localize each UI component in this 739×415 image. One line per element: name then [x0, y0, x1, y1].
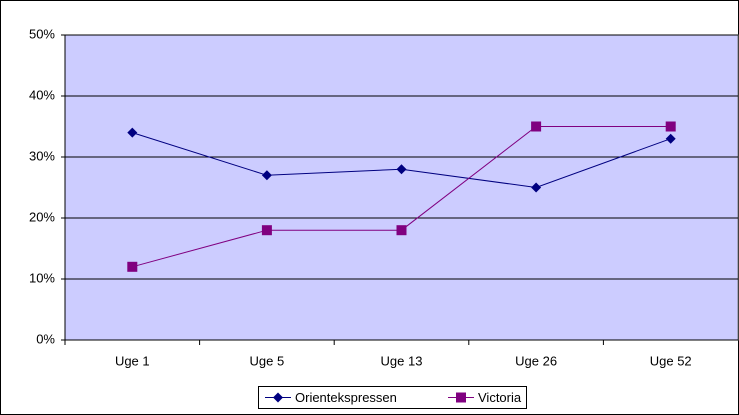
marker — [531, 182, 542, 193]
x-tick-label: Uge 13 — [381, 353, 423, 368]
marker — [396, 164, 407, 175]
x-tick-label: Uge 5 — [250, 353, 285, 368]
y-tick-label: 40% — [29, 87, 55, 102]
marker — [396, 225, 407, 236]
marker — [261, 225, 272, 236]
y-tick-label: 50% — [29, 26, 55, 41]
marker — [261, 170, 272, 181]
marker — [456, 392, 466, 403]
y-tick-label: 0% — [36, 331, 55, 346]
plot-area — [64, 34, 739, 341]
legend-label: Victoria — [478, 390, 522, 405]
x-tick-label: Uge 1 — [115, 353, 150, 368]
x-tick-label: Uge 26 — [515, 353, 557, 368]
y-tick-label: 30% — [29, 148, 55, 163]
marker — [127, 261, 138, 272]
x-tick-label: Uge 52 — [650, 353, 692, 368]
marker — [665, 121, 676, 132]
y-tick-label: 20% — [29, 209, 55, 224]
legend-label: Orientekspressen — [295, 390, 397, 405]
marker — [127, 127, 138, 138]
marker — [665, 133, 676, 144]
y-tick-label: 10% — [29, 270, 55, 285]
marker — [273, 392, 283, 403]
marker — [531, 121, 542, 132]
legend-box — [258, 386, 527, 409]
